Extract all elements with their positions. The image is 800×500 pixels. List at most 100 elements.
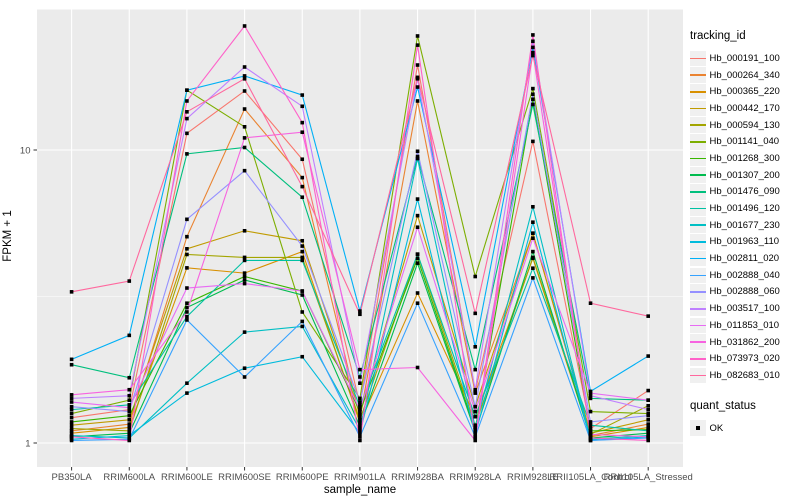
quant-status-item: OK <box>690 420 798 437</box>
legend-item: Hb_001141_040 <box>690 133 798 150</box>
legend-item: Hb_000442_170 <box>690 100 798 117</box>
data-point <box>185 252 189 257</box>
legend-key-line-icon <box>690 100 706 117</box>
data-point <box>185 381 189 385</box>
legend-label: Hb_003517_100 <box>709 303 780 315</box>
data-point <box>473 425 478 430</box>
legend-key-line-icon <box>690 200 706 217</box>
legend-key-line-icon <box>690 267 706 284</box>
x-tick-label: PB350LA <box>52 472 93 483</box>
data-point <box>69 423 74 428</box>
data-point <box>69 438 74 443</box>
legend-label: Hb_001141_040 <box>709 136 780 148</box>
legend-color-line <box>690 124 706 126</box>
data-point <box>531 204 535 209</box>
data-point <box>300 130 305 135</box>
data-point <box>531 249 535 254</box>
legend-item: Hb_001476_090 <box>690 184 798 201</box>
legend-label: Hb_001268_300 <box>709 152 780 164</box>
legend-key-line-icon <box>690 217 706 233</box>
data-point <box>69 431 74 436</box>
data-point <box>185 131 189 136</box>
data-point <box>473 274 478 279</box>
data-point <box>300 289 305 293</box>
data-point <box>358 312 362 317</box>
legend-label: Hb_001307_200 <box>709 169 780 181</box>
data-point <box>185 234 189 239</box>
legend: tracking_id Hb_000191_100 Hb_000264_340 Hb… <box>690 30 798 436</box>
data-point <box>358 434 362 439</box>
data-point <box>588 423 593 428</box>
data-point <box>415 213 420 218</box>
legend-label: Hb_000442_170 <box>709 102 780 114</box>
data-point <box>415 256 420 261</box>
x-tick-label: RRII105LA_Stressed <box>604 472 693 483</box>
data-point <box>185 310 189 314</box>
data-point <box>531 50 535 55</box>
legend-color-line <box>690 57 706 60</box>
data-point <box>358 431 362 436</box>
data-point <box>646 388 650 393</box>
data-point <box>358 427 362 432</box>
legend-key-line-icon <box>690 67 706 83</box>
data-point <box>300 258 305 263</box>
data-point <box>358 415 362 420</box>
legend-label: Hb_001677_230 <box>709 219 780 231</box>
data-point <box>242 281 247 286</box>
data-point <box>358 375 362 379</box>
data-point <box>300 175 305 180</box>
legend-label: Hb_002888_040 <box>709 269 780 281</box>
data-point <box>415 75 420 80</box>
data-point <box>242 145 247 150</box>
legend-label: Hb_011853_010 <box>709 319 780 331</box>
x-tick-label: RRIM600LE <box>161 472 213 483</box>
data-point <box>185 88 189 92</box>
data-point <box>127 407 132 412</box>
data-point <box>473 430 478 434</box>
legend-label: Hb_031862_200 <box>709 336 780 348</box>
legend-key-line-icon <box>690 117 706 133</box>
data-point <box>473 391 478 395</box>
data-point <box>531 33 535 37</box>
data-point <box>473 311 478 316</box>
legend-key-line-icon <box>690 184 706 200</box>
data-point <box>242 107 247 111</box>
legend-item: Hb_001307_200 <box>690 167 798 184</box>
data-point <box>473 423 478 428</box>
data-point <box>127 433 132 438</box>
data-point <box>646 411 650 416</box>
data-point <box>300 195 305 200</box>
data-point <box>358 396 362 401</box>
legend-item: Hb_002888_060 <box>690 284 798 301</box>
data-point <box>415 34 420 38</box>
legend-item: Hb_002811_020 <box>690 250 798 267</box>
legend-color-line <box>690 174 706 176</box>
data-point <box>646 354 650 358</box>
x-axis-title: sample_name <box>323 484 397 496</box>
data-point <box>415 365 420 370</box>
data-point <box>415 156 420 161</box>
data-point <box>127 375 132 380</box>
data-point <box>473 367 478 372</box>
data-point <box>531 255 535 260</box>
quant-status-label: OK <box>709 422 724 434</box>
data-point <box>415 63 420 67</box>
data-point <box>588 426 593 431</box>
data-point <box>473 414 478 419</box>
legend-label: Hb_002811_020 <box>709 253 780 265</box>
data-point <box>473 438 478 443</box>
data-point <box>646 398 650 402</box>
data-point <box>588 438 593 443</box>
data-point <box>588 409 593 414</box>
legend-key-line-icon <box>690 367 706 384</box>
y-tick-label: 10 <box>20 146 31 157</box>
legend-color-line <box>690 324 706 327</box>
data-point <box>69 400 74 404</box>
data-point <box>242 74 247 78</box>
legend-key-line-icon <box>690 167 706 183</box>
legend-item: Hb_000594_130 <box>690 117 798 134</box>
data-point <box>69 434 74 439</box>
data-point <box>415 99 420 103</box>
data-point <box>358 438 362 443</box>
